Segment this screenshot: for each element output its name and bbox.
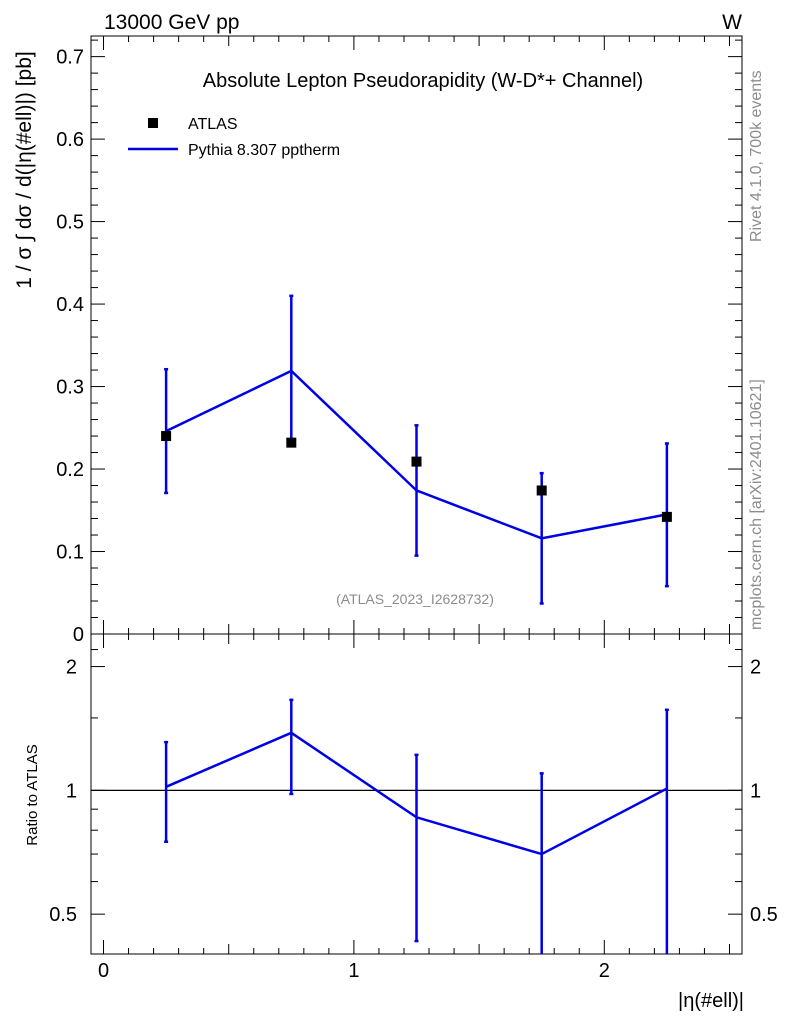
legend-atlas-marker [148, 118, 158, 128]
main-y-tick-label: 0.4 [56, 294, 84, 316]
watermark: (ATLAS_2023_I2628732) [336, 591, 494, 607]
ratio-y-tick-label-right: 1 [750, 780, 761, 802]
ratio-y-tick-label-left: 1 [66, 780, 77, 802]
main-x-ticks [103, 36, 730, 634]
ratio-x-axis: 0 1 2 [98, 634, 730, 982]
x-axis-label: |η(#ell)| [678, 990, 744, 1012]
ratio-y-tick-label-left: 0.5 [49, 904, 77, 926]
main-y-tick-label: 0.1 [56, 542, 84, 564]
ratio-y-tick-label-left: 2 [66, 657, 77, 679]
main-y-tick-label: 0 [73, 624, 84, 646]
x-tick-label: 2 [599, 960, 610, 982]
main-y-tick-label: 0.3 [56, 377, 84, 399]
x-tick-label: 1 [348, 960, 359, 982]
mc-error-bars [164, 294, 669, 605]
main-y-tick-label: 0.5 [56, 212, 84, 234]
mcplots-credit: mcplots.cern.ch [arXiv:2401.10621] [748, 379, 765, 630]
ratio-plot-frame [90, 633, 743, 955]
header-right: W [722, 11, 742, 34]
mc-line [165, 369, 668, 540]
atlas-point [161, 431, 172, 442]
atlas-points [161, 431, 672, 522]
atlas-point [536, 485, 547, 496]
atlas-point [661, 511, 672, 522]
x-tick-label: 0 [98, 960, 109, 982]
atlas-point [411, 456, 422, 467]
atlas-point [286, 437, 297, 448]
legend-atlas-label: ATLAS [188, 116, 238, 133]
main-panel: 0 0.1 0.2 0.3 0.4 0.5 0.6 0.7 Absolute Lepton P… [13, 35, 743, 646]
main-y-tick-label: 0.2 [56, 459, 84, 481]
rivet-credit: Rivet 4.1.0, 700k events [748, 70, 765, 242]
header-left: 13000 GeV pp [104, 11, 239, 34]
ratio-error-bars [164, 698, 669, 954]
ratio-y-label: Ratio to ATLAS [24, 744, 41, 845]
main-y-axis: 0 0.1 0.2 0.3 0.4 0.5 0.6 0.7 [56, 39, 742, 646]
main-y-tick-label: 0.6 [56, 129, 84, 151]
ratio-mc-line [165, 731, 668, 856]
ratio-y-axis: 0.5 0.5 1 1 2 2 [49, 649, 778, 926]
legend: ATLAS Pythia 8.307 pptherm [128, 116, 340, 159]
main-y-label: 1 / σ ∫ dσ / d(|η(#ell)|) [pb] [13, 51, 36, 289]
ratio-panel: 0.5 0.5 1 1 2 2 0 1 2 Ratio to ATLAS |η(#ell)| [24, 633, 778, 1012]
ratio-y-tick-label-right: 0.5 [750, 904, 778, 926]
legend-mc-label: Pythia 8.307 pptherm [188, 142, 340, 159]
main-y-tick-label: 0.7 [56, 47, 84, 69]
chart-title: Absolute Lepton Pseudorapidity (W-D*+ Ch… [203, 70, 643, 92]
ratio-y-tick-label-right: 2 [750, 657, 761, 679]
